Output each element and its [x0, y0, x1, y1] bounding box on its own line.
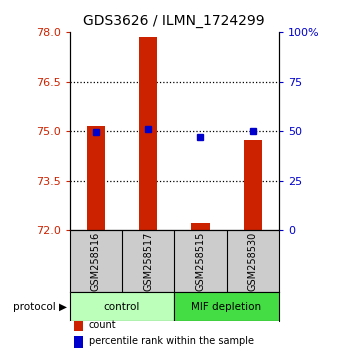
Bar [139, 37, 157, 230]
Bar [70, 292, 174, 321]
Bar [243, 141, 262, 230]
Bar [74, 320, 83, 331]
Bar [87, 126, 105, 230]
Text: GSM258516: GSM258516 [91, 232, 101, 291]
Text: GSM258515: GSM258515 [195, 232, 205, 291]
Bar [74, 336, 83, 348]
Text: protocol ▶: protocol ▶ [13, 302, 67, 312]
Text: percentile rank within the sample: percentile rank within the sample [88, 336, 254, 347]
Text: GSM258517: GSM258517 [143, 232, 153, 291]
Bar [191, 223, 209, 230]
Text: control: control [104, 302, 140, 312]
Title: GDS3626 / ILMN_1724299: GDS3626 / ILMN_1724299 [83, 14, 265, 28]
Bar [174, 292, 279, 321]
Text: count: count [88, 320, 116, 330]
Text: GSM258530: GSM258530 [248, 232, 258, 291]
Text: MIF depletion: MIF depletion [191, 302, 261, 312]
